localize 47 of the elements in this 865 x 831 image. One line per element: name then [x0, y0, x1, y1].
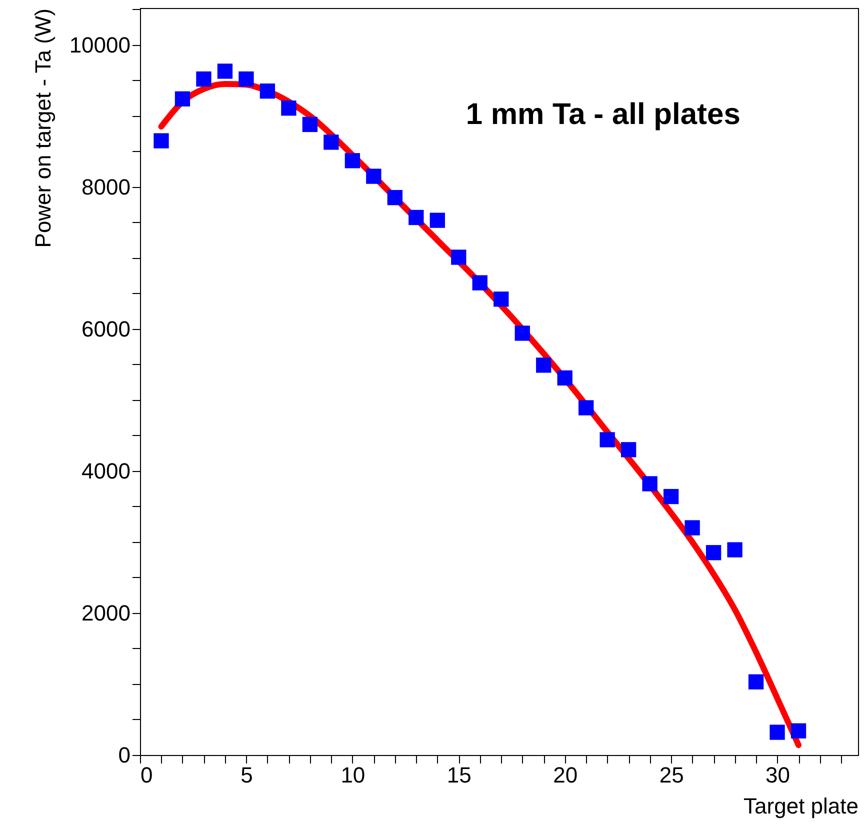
point — [238, 71, 254, 87]
point — [642, 476, 658, 492]
point — [620, 442, 636, 458]
point — [472, 275, 488, 290]
point — [430, 212, 445, 228]
point — [196, 71, 212, 87]
x-axis-title: Target plate — [744, 794, 858, 818]
point — [324, 134, 339, 150]
point — [600, 432, 615, 448]
x-tick-label: 5 — [240, 762, 253, 788]
point — [578, 400, 594, 416]
point — [706, 545, 722, 560]
y-tick-label: 6000 — [82, 316, 130, 342]
point — [387, 190, 402, 206]
point — [770, 724, 785, 740]
x-tick-label: 20 — [553, 762, 578, 788]
annotation: 1 mm Ta - all plates — [466, 98, 740, 131]
point — [790, 723, 806, 738]
point — [408, 210, 424, 226]
x-tick-label: 0 — [140, 762, 153, 788]
x-tick-label: 15 — [446, 762, 472, 788]
y-axis-title: Power on target - Ta (W) — [30, 8, 56, 248]
point — [748, 674, 764, 690]
x-tick-label: 25 — [659, 762, 684, 788]
y-tick-label: 10000 — [69, 32, 130, 58]
y-tick-label: 4000 — [82, 458, 130, 484]
x-tick-label: 30 — [766, 762, 790, 788]
point — [494, 292, 509, 307]
y-tick-label: 0 — [118, 742, 130, 768]
point — [684, 520, 700, 536]
point — [260, 83, 276, 99]
point — [557, 370, 572, 386]
point — [217, 64, 233, 79]
x-tick-label: 10 — [340, 762, 366, 788]
point — [663, 488, 679, 504]
point — [281, 100, 296, 116]
point — [302, 116, 318, 132]
point — [154, 133, 169, 148]
point — [174, 91, 190, 106]
point — [727, 542, 742, 558]
point — [344, 153, 360, 168]
y-tick-label: 8000 — [82, 174, 130, 200]
point — [451, 250, 466, 265]
point — [536, 358, 552, 373]
y-tick-label: 2000 — [82, 600, 130, 626]
point — [366, 168, 382, 184]
point — [514, 326, 530, 341]
